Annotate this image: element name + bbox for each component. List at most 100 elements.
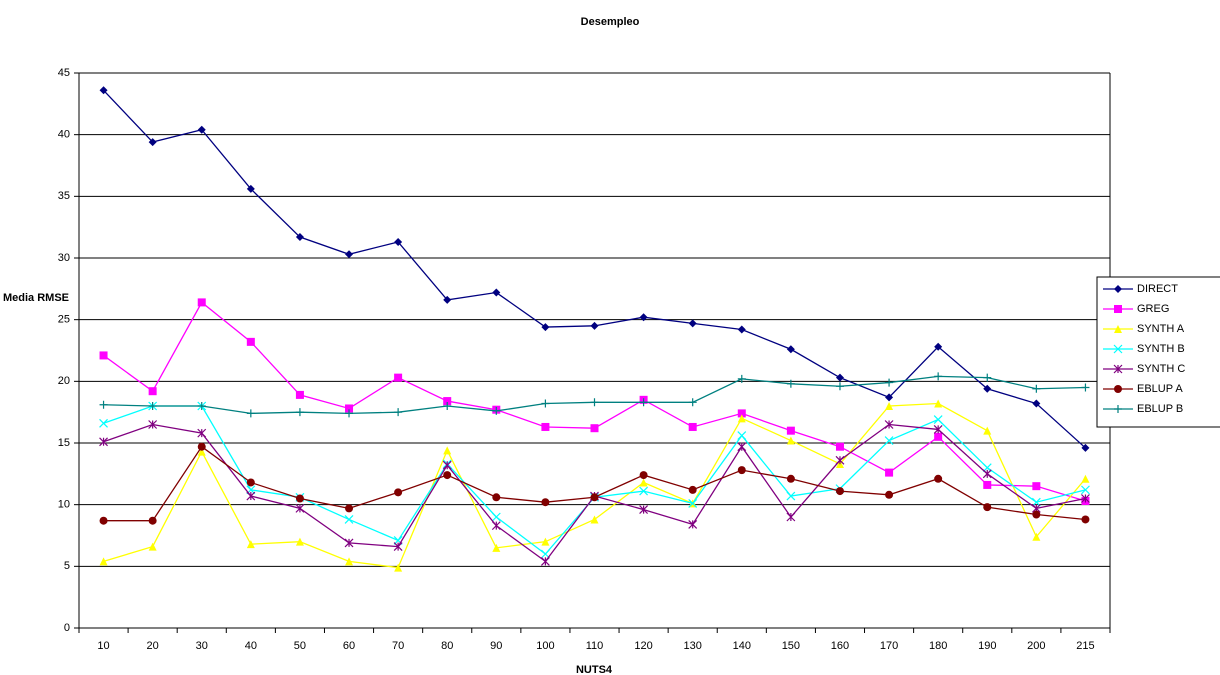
marker [540,556,550,566]
marker [737,431,747,441]
x-tick-label: 150 [782,640,800,652]
marker [934,342,943,351]
y-axis-label: Media RMSE [3,292,69,304]
marker [688,519,698,529]
marker [246,409,255,418]
marker [541,323,550,332]
marker [934,432,943,441]
marker [639,398,648,407]
marker [835,487,844,496]
marker [983,384,992,393]
marker [541,399,550,408]
marker [934,399,943,408]
marker [197,447,206,456]
marker [590,398,599,407]
marker [884,436,894,445]
marker [590,321,599,330]
marker [442,460,452,470]
marker [688,319,697,328]
marker [345,557,354,566]
marker [1114,405,1122,413]
marker [491,521,501,531]
marker [737,414,746,423]
marker [1032,399,1041,408]
legend-label: SYNTH C [1137,363,1185,375]
marker [197,428,207,438]
marker [295,494,304,503]
marker [786,379,795,388]
marker [590,424,599,433]
x-tick-label: 10 [97,640,109,652]
legend-label: SYNTH A [1137,323,1185,335]
marker [1081,515,1090,524]
marker [934,372,943,381]
legend-label: EBLUP A [1137,383,1183,395]
x-tick-label: 50 [294,640,306,652]
legend-label: SYNTH B [1137,343,1185,355]
marker [983,503,992,512]
marker [688,422,697,431]
legend-label: DIRECT [1137,283,1178,295]
marker [933,415,943,424]
marker [737,442,747,452]
x-tick-label: 215 [1076,640,1094,652]
marker [491,512,501,522]
marker [639,471,648,480]
marker [148,138,157,147]
y-tick-label: 45 [58,67,70,79]
legend-label: EBLUP B [1137,403,1183,415]
marker [492,543,501,552]
marker [345,404,354,413]
marker [393,542,403,552]
x-tick-label: 100 [536,640,554,652]
marker [295,408,304,417]
x-tick-label: 110 [586,640,604,652]
marker [688,485,697,494]
marker [541,422,550,431]
marker [933,425,943,434]
x-tick-label: 90 [490,640,502,652]
marker [99,418,108,428]
marker [885,490,894,499]
legend-box [1096,276,1220,428]
y-tick-label: 30 [58,252,70,264]
marker [541,537,550,546]
marker [246,540,255,549]
marker [99,351,108,360]
y-tick-label: 20 [58,375,70,387]
marker [492,406,501,415]
marker [394,563,403,572]
marker [1081,494,1090,503]
marker [344,538,354,548]
marker [983,373,992,382]
x-tick-label: 130 [684,640,702,652]
marker [394,373,403,382]
marker [443,397,452,406]
x-tick-label: 190 [978,640,996,652]
x-tick-label: 80 [441,640,453,652]
y-tick-label: 5 [64,560,70,572]
marker [246,337,255,346]
marker [148,420,158,429]
marker [295,537,304,546]
marker [197,298,206,307]
legend-label: GREG [1137,303,1169,315]
marker [1032,532,1041,541]
marker [148,387,157,396]
marker [688,499,698,508]
marker [934,474,943,483]
marker [246,491,256,501]
marker [786,491,796,501]
series-line [103,89,1086,449]
marker [1081,485,1090,495]
marker [394,488,403,497]
marker [786,426,795,435]
marker [99,86,108,95]
marker [884,420,894,429]
marker [983,426,992,435]
marker [1114,325,1122,333]
marker [99,516,108,525]
marker [295,233,304,242]
marker [737,325,746,334]
marker [1114,305,1122,313]
